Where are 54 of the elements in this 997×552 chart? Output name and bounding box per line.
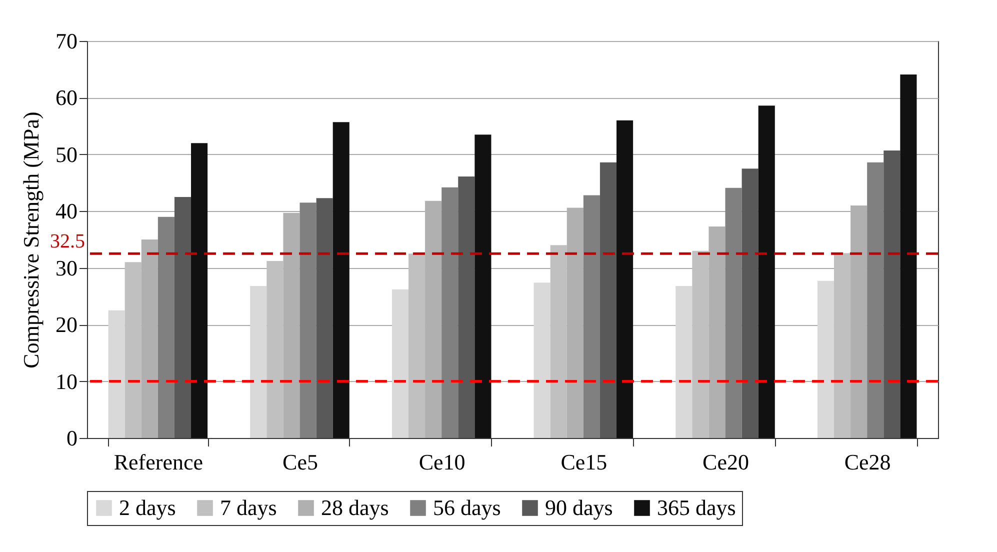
- x-tick-label: Ce10: [418, 450, 466, 474]
- legend-label: 28 days: [321, 495, 389, 520]
- bar: [616, 120, 634, 438]
- y-tick-label: 70: [56, 28, 78, 54]
- bar: [834, 253, 851, 438]
- bar: [332, 122, 350, 438]
- bar: [600, 162, 617, 438]
- bar: [316, 198, 333, 438]
- x-tick-label: Ce5: [282, 450, 318, 474]
- bar: [392, 289, 408, 438]
- bar: [758, 106, 775, 438]
- x-tick-label: Ce20: [702, 450, 749, 474]
- y-tick-label: 50: [56, 142, 78, 167]
- y-tick-label: 0: [66, 426, 78, 450]
- bar: [191, 143, 208, 438]
- bar: [250, 286, 267, 438]
- x-tick-label: Reference: [114, 450, 203, 474]
- y-tick-label: 40: [56, 198, 78, 224]
- y-axis-title: Compressive Strength (MPa): [18, 112, 44, 368]
- bar: [108, 310, 125, 438]
- legend-label: 2 days: [119, 495, 176, 520]
- bar: [458, 176, 475, 438]
- bar: [725, 188, 742, 438]
- bar: [300, 202, 316, 438]
- bar: [141, 240, 158, 438]
- legend-label: 365 days: [657, 495, 736, 520]
- bar: [692, 250, 709, 438]
- bar: [442, 187, 458, 438]
- legend-label: 7 days: [220, 495, 277, 520]
- bar: [583, 195, 600, 438]
- bar: [742, 168, 758, 438]
- bar: [884, 150, 900, 438]
- bar: [474, 134, 492, 438]
- bar: [817, 280, 834, 438]
- y-tick-label: 10: [56, 368, 78, 394]
- bar: [266, 261, 284, 438]
- bar: [534, 282, 550, 438]
- legend-label: 90 days: [545, 495, 613, 520]
- bar: [124, 262, 142, 438]
- x-tick-label: Ce15: [560, 450, 608, 474]
- x-tick-label: Ce28: [844, 450, 891, 474]
- legend-label: 56 days: [433, 495, 501, 520]
- bar: [158, 216, 174, 438]
- bar: [900, 74, 917, 438]
- bar: [408, 254, 426, 438]
- y-tick-label: 60: [56, 85, 78, 110]
- bar: [708, 226, 726, 438]
- bar: [676, 286, 692, 438]
- bar: [550, 245, 567, 438]
- y-tick-label: 30: [56, 255, 78, 280]
- bar: [867, 162, 884, 438]
- bar: [174, 196, 192, 438]
- y-tick-label: 20: [56, 312, 78, 338]
- ref-line-label: 32.5: [50, 230, 85, 253]
